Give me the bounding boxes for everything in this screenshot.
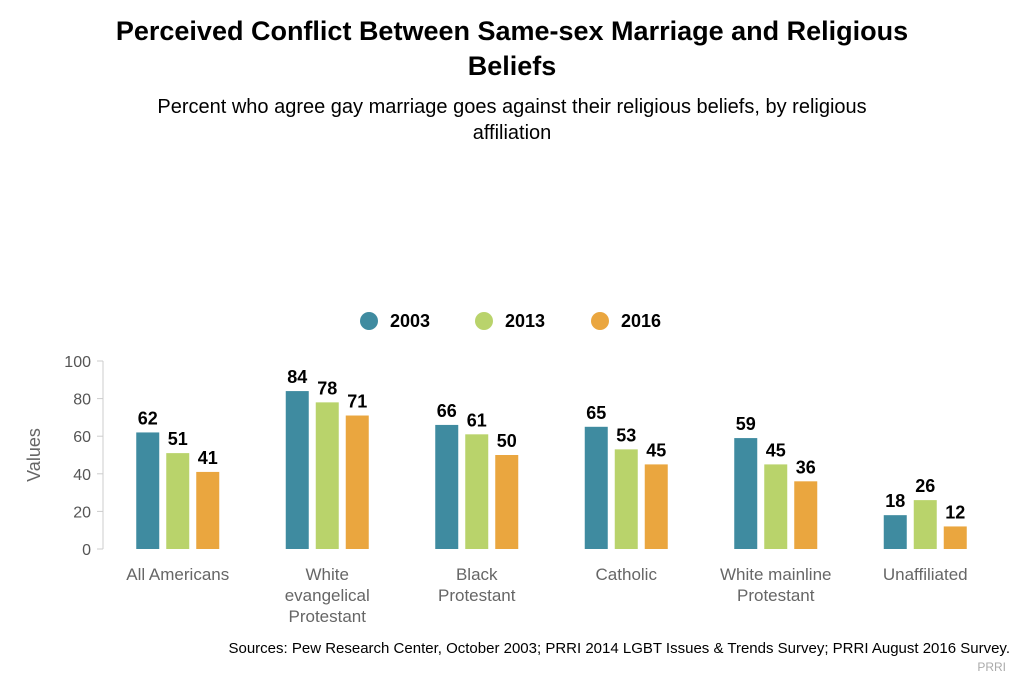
bar-2016 — [644, 464, 668, 549]
bar-2016 — [495, 455, 519, 549]
y-axis-title: Values — [24, 428, 44, 482]
x-tick-label: White evangelical Protestant — [285, 565, 370, 626]
data-label: 26 — [915, 476, 935, 496]
chart-title: Perceived Conflict Between Same-sex Marr… — [0, 14, 1024, 84]
bar-2013 — [913, 500, 937, 549]
x-tick-label-line: All Americans — [126, 565, 229, 584]
x-tick-label: Unaffiliated — [883, 565, 968, 584]
data-label: 59 — [736, 414, 756, 434]
legend-swatch-2016 — [591, 312, 609, 330]
bar-2003 — [285, 391, 309, 549]
data-label: 66 — [437, 401, 457, 421]
bar-2003 — [136, 432, 160, 549]
data-label: 62 — [138, 408, 158, 428]
x-tick-label-line: Protestant — [438, 586, 516, 605]
x-tick-label: All Americans — [126, 565, 229, 584]
credit-label: PRRI — [977, 660, 1006, 674]
data-label: 50 — [497, 431, 517, 451]
bar-2016 — [345, 415, 369, 549]
x-tick-label-line: Catholic — [596, 565, 658, 584]
x-tick-label-line: White — [306, 565, 349, 584]
bar-2003 — [435, 424, 459, 549]
bar-2013 — [614, 449, 638, 549]
x-tick-label-line: White mainline — [720, 565, 832, 584]
x-tick-label-line: evangelical — [285, 586, 370, 605]
chart-subtitle: Percent who agree gay marriage goes agai… — [0, 94, 1024, 146]
data-label: 41 — [198, 448, 218, 468]
bar-2013 — [764, 464, 788, 549]
bar-2013 — [465, 434, 489, 549]
bar-2013 — [166, 453, 190, 549]
data-label: 53 — [616, 425, 636, 445]
bar-2003 — [734, 438, 758, 549]
data-label: 18 — [885, 491, 905, 511]
legend-item-2003[interactable]: 2003 — [360, 308, 430, 334]
data-label: 61 — [467, 410, 487, 430]
legend-label-2013: 2013 — [505, 310, 546, 331]
data-label: 51 — [168, 429, 188, 449]
bar-2013 — [315, 402, 339, 549]
x-tick-label: Catholic — [596, 565, 658, 584]
source-note: Sources: Pew Research Center, October 20… — [228, 640, 1010, 657]
data-label: 71 — [347, 392, 367, 412]
chart-subtitle-line: affiliation — [472, 122, 552, 144]
legend-item-2013[interactable]: 2013 — [475, 308, 545, 334]
y-tick-label: 20 — [73, 504, 91, 521]
data-label: 65 — [586, 403, 606, 423]
x-tick-label-line: Protestant — [737, 586, 815, 605]
y-tick-label: 0 — [82, 542, 91, 559]
legend-label-2003: 2003 — [390, 310, 431, 331]
data-label: 45 — [766, 440, 786, 460]
chart-title-line: Beliefs — [467, 51, 557, 81]
x-tick-label-line: Black — [456, 565, 498, 584]
legend-swatch-2013 — [475, 312, 493, 330]
y-tick-label: 100 — [64, 354, 91, 371]
legend-item-2016[interactable]: 2016 — [591, 308, 661, 334]
y-tick-label: 40 — [73, 467, 91, 484]
bar-2016 — [943, 526, 967, 549]
bar-2016 — [794, 481, 818, 549]
chart-legend: 2003 2013 2016 — [0, 308, 1024, 334]
bar-2016 — [196, 471, 220, 549]
chart-title-line: Perceived Conflict Between Same-sex Marr… — [115, 16, 909, 46]
x-tick-label-line: Unaffiliated — [883, 565, 968, 584]
legend-swatch-2003 — [360, 312, 378, 330]
data-label: 84 — [287, 367, 307, 387]
legend-label-2016: 2016 — [621, 310, 662, 331]
data-label: 45 — [646, 440, 666, 460]
y-tick-label: 80 — [73, 392, 91, 409]
x-tick-label: White mainline Protestant — [720, 565, 832, 605]
data-label: 78 — [317, 378, 337, 398]
y-tick-label: 60 — [73, 429, 91, 446]
x-tick-label-line: Protestant — [289, 607, 367, 626]
data-label: 12 — [945, 502, 965, 522]
bar-chart: 0 20 40 60 80 100 Values 62 51 41 All Americans 84 7… — [24, 354, 968, 626]
x-tick-label: Black Protestant — [438, 565, 516, 605]
bar-2003 — [584, 426, 608, 549]
data-label: 36 — [796, 457, 816, 477]
chart-subtitle-line: Percent who agree gay marriage goes agai… — [157, 96, 867, 118]
bar-2003 — [883, 515, 907, 549]
